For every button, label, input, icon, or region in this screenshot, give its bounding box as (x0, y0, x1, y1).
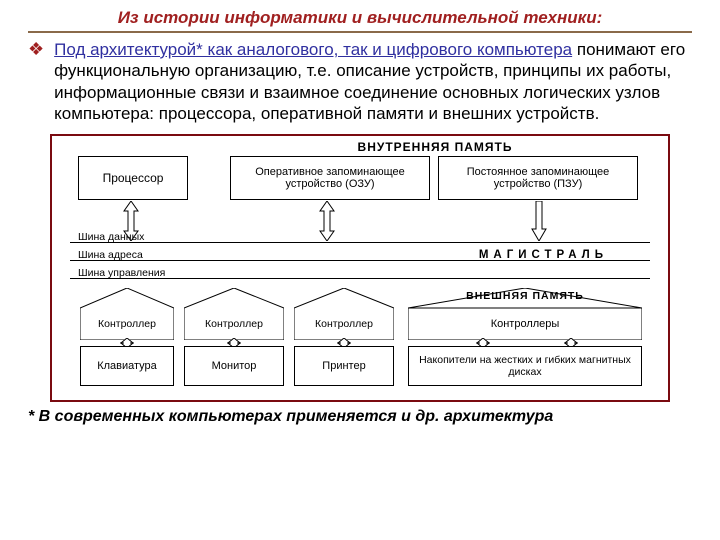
controller-keyboard: Контроллер (80, 288, 174, 340)
controller-label-2: Контроллер (184, 318, 284, 330)
bus-label-data: Шина данных (78, 231, 144, 243)
controller-printer: Контроллер (294, 288, 394, 340)
rom-box: Постоянное запоминающее устройство (ПЗУ) (438, 156, 638, 200)
footnote: * В современных компьютерах применяется … (28, 408, 692, 426)
processor-box: Процессор (78, 156, 188, 200)
bullet-icon: ❖ (28, 39, 44, 124)
device-printer: Принтер (294, 346, 394, 386)
device-storage: Накопители на жестких и гибких магнитных… (408, 346, 642, 386)
arrow-ram-bus (318, 201, 336, 241)
device-monitor: Монитор (184, 346, 284, 386)
controller-label-1: Контроллер (80, 318, 174, 330)
ram-box: Оперативное запоминающее устройство (ОЗУ… (230, 156, 430, 200)
bus-label-addr: Шина адреса (78, 249, 143, 261)
inner-memory-label: ВНУТРЕННЯЯ ПАМЯТЬ (230, 140, 640, 154)
page-title: Из истории информатики и вычислительной … (28, 8, 692, 33)
external-memory-label: ВНЕШНЯЯ ПАМЯТЬ (408, 290, 642, 302)
bullet-paragraph: ❖ Под архитектурой* как аналогового, так… (28, 39, 692, 124)
external-memory-block: ВНЕШНЯЯ ПАМЯТЬ Контроллеры (408, 288, 642, 340)
controller-label-3: Контроллер (294, 318, 394, 330)
bus-label-ctrl: Шина управления (78, 267, 165, 279)
device-keyboard: Клавиатура (80, 346, 174, 386)
paragraph-body: Под архитектурой* как аналогового, так и… (54, 39, 692, 124)
bus-line-data (70, 242, 650, 243)
paragraph-highlight: Под архитектурой* как аналогового, так и… (54, 40, 572, 59)
arrow-rom-bus (530, 201, 548, 241)
controller-monitor: Контроллер (184, 288, 284, 340)
architecture-diagram: ВНУТРЕННЯЯ ПАМЯТЬ Процессор Оперативное … (50, 134, 670, 402)
controllers-label: Контроллеры (408, 318, 642, 330)
magistral-label: МАГИСТРАЛЬ (479, 249, 608, 261)
